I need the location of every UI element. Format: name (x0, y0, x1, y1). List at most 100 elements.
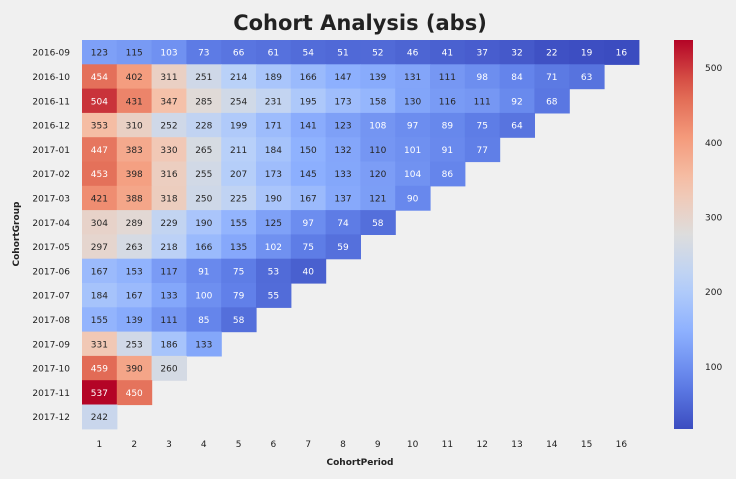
heatmap-cell-value: 46 (407, 49, 419, 59)
heatmap-cell-value: 171 (265, 122, 282, 132)
heatmap-cell (464, 137, 501, 163)
heatmap-cell (82, 210, 118, 235)
y-tick-label: 2017-05 (32, 243, 70, 253)
heatmap-cell (290, 40, 327, 65)
heatmap-cell-value: 89 (442, 122, 454, 132)
heatmap-cell (151, 112, 187, 138)
heatmap-cell (534, 64, 570, 90)
heatmap-cell (534, 40, 570, 65)
heatmap-cell-value: 167 (126, 292, 143, 302)
heatmap-cell (116, 283, 153, 308)
heatmap-cell-value: 251 (195, 73, 212, 83)
heatmap-cell (290, 88, 327, 114)
y-tick-label: 2017-12 (32, 413, 70, 423)
heatmap-cell (430, 112, 466, 138)
heatmap-cell (430, 40, 466, 65)
heatmap-cell-value: 115 (126, 49, 143, 59)
x-tick-label: 14 (546, 440, 558, 450)
heatmap-cell-value: 16 (616, 49, 628, 59)
heatmap-cell (499, 40, 535, 65)
heatmap-cell (116, 40, 153, 65)
colorbar (674, 40, 693, 429)
heatmap-cell-value: 37 (476, 49, 487, 59)
y-tick-label: 2017-11 (32, 389, 70, 399)
heatmap-cell-value: 195 (300, 97, 317, 107)
x-tick-label: 4 (201, 440, 207, 450)
heatmap-cell (151, 137, 187, 163)
heatmap-cell (82, 161, 118, 187)
heatmap-cell (325, 234, 361, 260)
heatmap-cell (186, 258, 222, 284)
heatmap-cell-value: 141 (300, 122, 317, 132)
heatmap-cell-value: 108 (369, 122, 386, 132)
y-tick-label: 2016-09 (32, 49, 70, 59)
heatmap-cell-value: 54 (302, 49, 314, 59)
heatmap-cell (116, 210, 153, 235)
heatmap-cell-value: 184 (265, 146, 282, 156)
heatmap-cell (221, 112, 257, 138)
heatmap-cell-value: 228 (195, 122, 212, 132)
chart-title: Cohort Analysis (abs) (233, 11, 487, 35)
heatmap-cell (256, 88, 292, 114)
heatmap-cell (395, 88, 431, 114)
heatmap-cell (82, 380, 118, 406)
heatmap-cell (186, 234, 222, 260)
heatmap-cell (82, 185, 118, 211)
heatmap-cell-value: 84 (511, 73, 523, 83)
heatmap-cell (256, 64, 292, 90)
heatmap-cell (82, 404, 118, 430)
heatmap-cell (290, 137, 327, 163)
x-axis-label: CohortPeriod (327, 458, 394, 468)
heatmap-cell (360, 64, 396, 90)
heatmap-cell (186, 331, 222, 357)
heatmap-cell-value: 133 (334, 170, 351, 180)
heatmap-cell-value: 218 (160, 243, 177, 253)
heatmap-cell-value: 68 (546, 97, 558, 107)
heatmap-cell (186, 283, 222, 308)
x-tick-label: 9 (375, 440, 381, 450)
heatmap-cell-value: 231 (265, 97, 282, 107)
heatmap-cell-value: 130 (404, 97, 421, 107)
heatmap-cell-value: 225 (230, 194, 247, 204)
heatmap-cell (395, 40, 431, 65)
heatmap-cell-value: 297 (91, 243, 108, 253)
heatmap-cell-value: 131 (404, 73, 421, 83)
heatmap-cell-value: 40 (302, 267, 314, 277)
y-tick-label: 2017-10 (32, 365, 70, 375)
y-tick-label: 2017-03 (32, 194, 70, 204)
x-tick-label: 11 (442, 440, 453, 450)
heatmap-cell-value: 51 (337, 49, 348, 59)
heatmap-cell (360, 185, 396, 211)
heatmap-cell-value: 104 (404, 170, 421, 180)
heatmap-cell (82, 258, 118, 284)
heatmap-cell (430, 88, 466, 114)
heatmap-cell (325, 112, 361, 138)
heatmap-cell (186, 137, 222, 163)
heatmap-cell (82, 331, 118, 357)
heatmap-cell-value: 265 (195, 146, 212, 156)
heatmap-cell-value: 139 (126, 316, 143, 326)
heatmap-cell-value: 59 (337, 243, 349, 253)
heatmap-cell (395, 112, 431, 138)
y-tick-label: 2017-09 (32, 340, 70, 350)
heatmap-cell (290, 161, 327, 187)
heatmap-cell-value: 155 (91, 316, 108, 326)
heatmap-cell-value: 330 (160, 146, 177, 156)
heatmap-cells: 123 115 103 73 66 61 54 51 52 46 41 37 32 22 19 16 454 40… (82, 40, 640, 430)
heatmap-cell (221, 64, 257, 90)
heatmap-cell (499, 112, 535, 138)
x-tick-label: 10 (407, 440, 419, 450)
heatmap-cell (395, 137, 431, 163)
heatmap-cell-value: 211 (230, 146, 247, 156)
heatmap-cell-value: 421 (91, 194, 108, 204)
heatmap-cell-value: 85 (198, 316, 209, 326)
heatmap-cell (116, 112, 153, 138)
heatmap-cell (499, 64, 535, 90)
colorbar-tick-label: 500 (705, 64, 722, 74)
heatmap-cell-value: 64 (511, 122, 523, 132)
heatmap-cell-value: 155 (230, 219, 247, 229)
heatmap-cell (464, 40, 501, 65)
heatmap-cell-value: 101 (404, 146, 421, 156)
heatmap-cell-value: 289 (126, 219, 143, 229)
heatmap-cell (256, 112, 292, 138)
